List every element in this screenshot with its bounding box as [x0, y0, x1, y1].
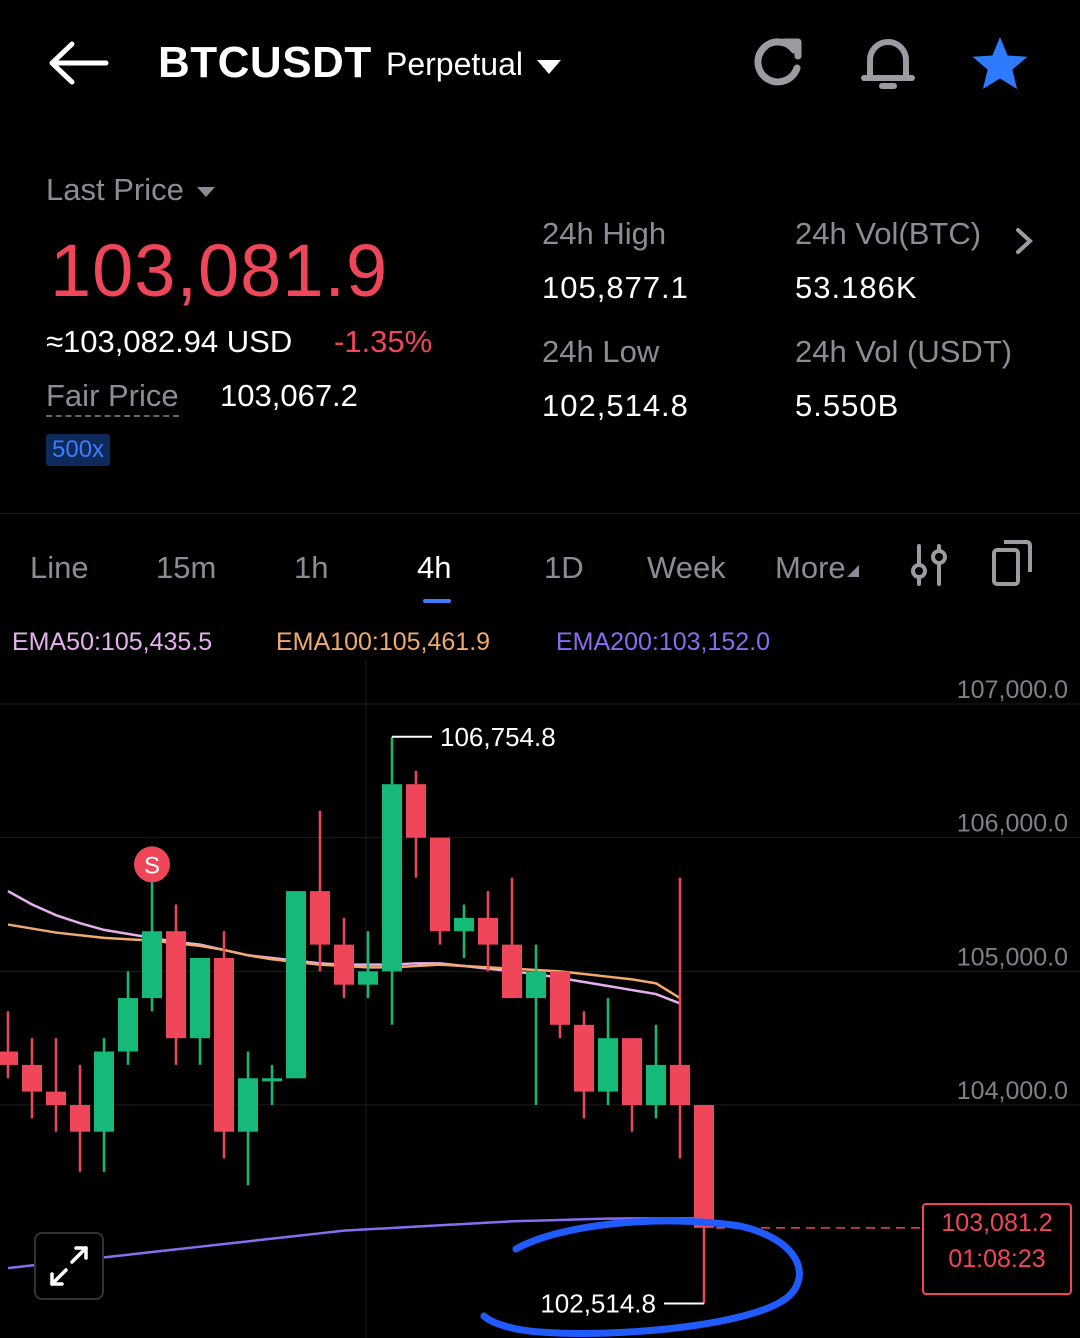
candle-body: [142, 931, 162, 999]
ema100-legend: EMA100:105,461.9: [276, 628, 491, 656]
last-price-label: Last Price: [46, 172, 184, 207]
low-24h-label: 24h Low: [542, 334, 660, 369]
candle-body: [190, 957, 210, 1039]
y-tick-label: 104,000.0: [957, 1077, 1068, 1105]
candle-body: [22, 1064, 42, 1092]
tab-line[interactable]: Line: [30, 550, 89, 585]
candle-body: [334, 944, 354, 985]
refresh-icon[interactable]: [750, 34, 806, 90]
high-24h-value: 105,877.1: [542, 270, 689, 305]
candle-body: [286, 891, 306, 1079]
candle-body: [70, 1105, 90, 1132]
candle-body: [238, 1078, 258, 1132]
vol-usdt-value: 5.550B: [795, 388, 900, 423]
candle-body: [310, 891, 330, 945]
candle-body: [118, 998, 138, 1052]
contract-type-selector[interactable]: Perpetual: [386, 46, 562, 83]
candle-body: [598, 1038, 618, 1092]
caret-down-icon: [197, 186, 216, 197]
y-tick-label: 107,000.0: [957, 676, 1068, 704]
tab-15m[interactable]: 15m: [156, 550, 217, 585]
current-price-value: 103,081.2: [941, 1209, 1053, 1237]
current-price-tag: 103,081.2 01:08:23: [922, 1203, 1072, 1295]
candle-body: [214, 957, 234, 1132]
candle-body: [574, 1024, 594, 1092]
back-arrow-icon[interactable]: [48, 40, 110, 86]
candle-body: [694, 1105, 714, 1228]
fair-price-value: 103,067.2: [220, 378, 358, 413]
corner-caret-icon: [846, 565, 859, 577]
ema200-line: [7, 1217, 704, 1270]
star-icon[interactable]: [970, 34, 1030, 92]
leverage-badge: 500x: [46, 434, 111, 466]
candle-body: [382, 784, 402, 972]
contract-type-label: Perpetual: [386, 46, 523, 82]
tab-more-label: More: [775, 550, 846, 585]
candle-body: [478, 917, 498, 945]
expand-icon: [50, 1246, 88, 1286]
y-tick-label: 106,000.0: [957, 810, 1068, 838]
fair-price-label[interactable]: Fair Price: [46, 378, 179, 417]
candle-body: [646, 1064, 666, 1105]
price-change-percent: -1.35%: [334, 324, 433, 359]
vol-usdt-label: 24h Vol (USDT): [795, 334, 1013, 369]
high-marker-label: 106,754.8: [440, 722, 556, 752]
candle-body: [550, 971, 570, 1025]
caret-down-icon: [536, 59, 561, 74]
candle-body: [622, 1038, 642, 1105]
divider: [0, 513, 1080, 514]
annotation-circle: [480, 1217, 803, 1337]
candle-body: [0, 1051, 18, 1065]
low-marker-label: 102,514.8: [540, 1289, 656, 1319]
candle-body: [526, 971, 546, 999]
chevron-right-icon[interactable]: [1014, 226, 1034, 256]
indicator-settings-icon[interactable]: [910, 542, 948, 588]
candle-body: [454, 917, 474, 932]
candle-body: [262, 1078, 282, 1082]
tab-more[interactable]: More: [775, 550, 860, 586]
ema200-legend: EMA200:103,152.0: [556, 628, 771, 656]
candle-body: [430, 837, 450, 932]
tab-4h[interactable]: 4h: [417, 550, 452, 585]
vol-btc-label: 24h Vol(BTC): [795, 216, 982, 251]
candle-body: [670, 1064, 690, 1105]
candle-countdown: 01:08:23: [948, 1245, 1046, 1273]
ema50-legend: EMA50:105,435.5: [12, 628, 213, 656]
candle-body: [166, 931, 186, 1039]
sell-marker: [134, 846, 170, 883]
candle-body: [502, 944, 522, 999]
candle-body: [358, 971, 378, 985]
low-24h-value: 102,514.8: [542, 388, 689, 423]
tab-week[interactable]: Week: [647, 550, 726, 585]
candle-body: [46, 1091, 66, 1105]
candle-body: [94, 1051, 114, 1132]
symbol-title[interactable]: BTCUSDT: [158, 38, 372, 87]
last-price-selector[interactable]: Last Price: [46, 172, 216, 208]
vol-btc-value: 53.186K: [795, 270, 918, 305]
tab-1h[interactable]: 1h: [294, 550, 329, 585]
active-tab-indicator: [423, 599, 451, 603]
last-price-value: 103,081.9: [50, 229, 389, 312]
usd-equivalent: ≈103,082.94 USD: [46, 324, 293, 359]
fullscreen-button[interactable]: [34, 1232, 104, 1300]
tab-1d[interactable]: 1D: [544, 550, 584, 585]
bell-icon[interactable]: [860, 34, 916, 92]
y-tick-label: 105,000.0: [957, 943, 1068, 971]
candle-body: [406, 784, 426, 838]
copy-layout-icon[interactable]: [990, 538, 1034, 588]
high-24h-label: 24h High: [542, 216, 667, 251]
sell-marker-label: S: [144, 852, 160, 879]
